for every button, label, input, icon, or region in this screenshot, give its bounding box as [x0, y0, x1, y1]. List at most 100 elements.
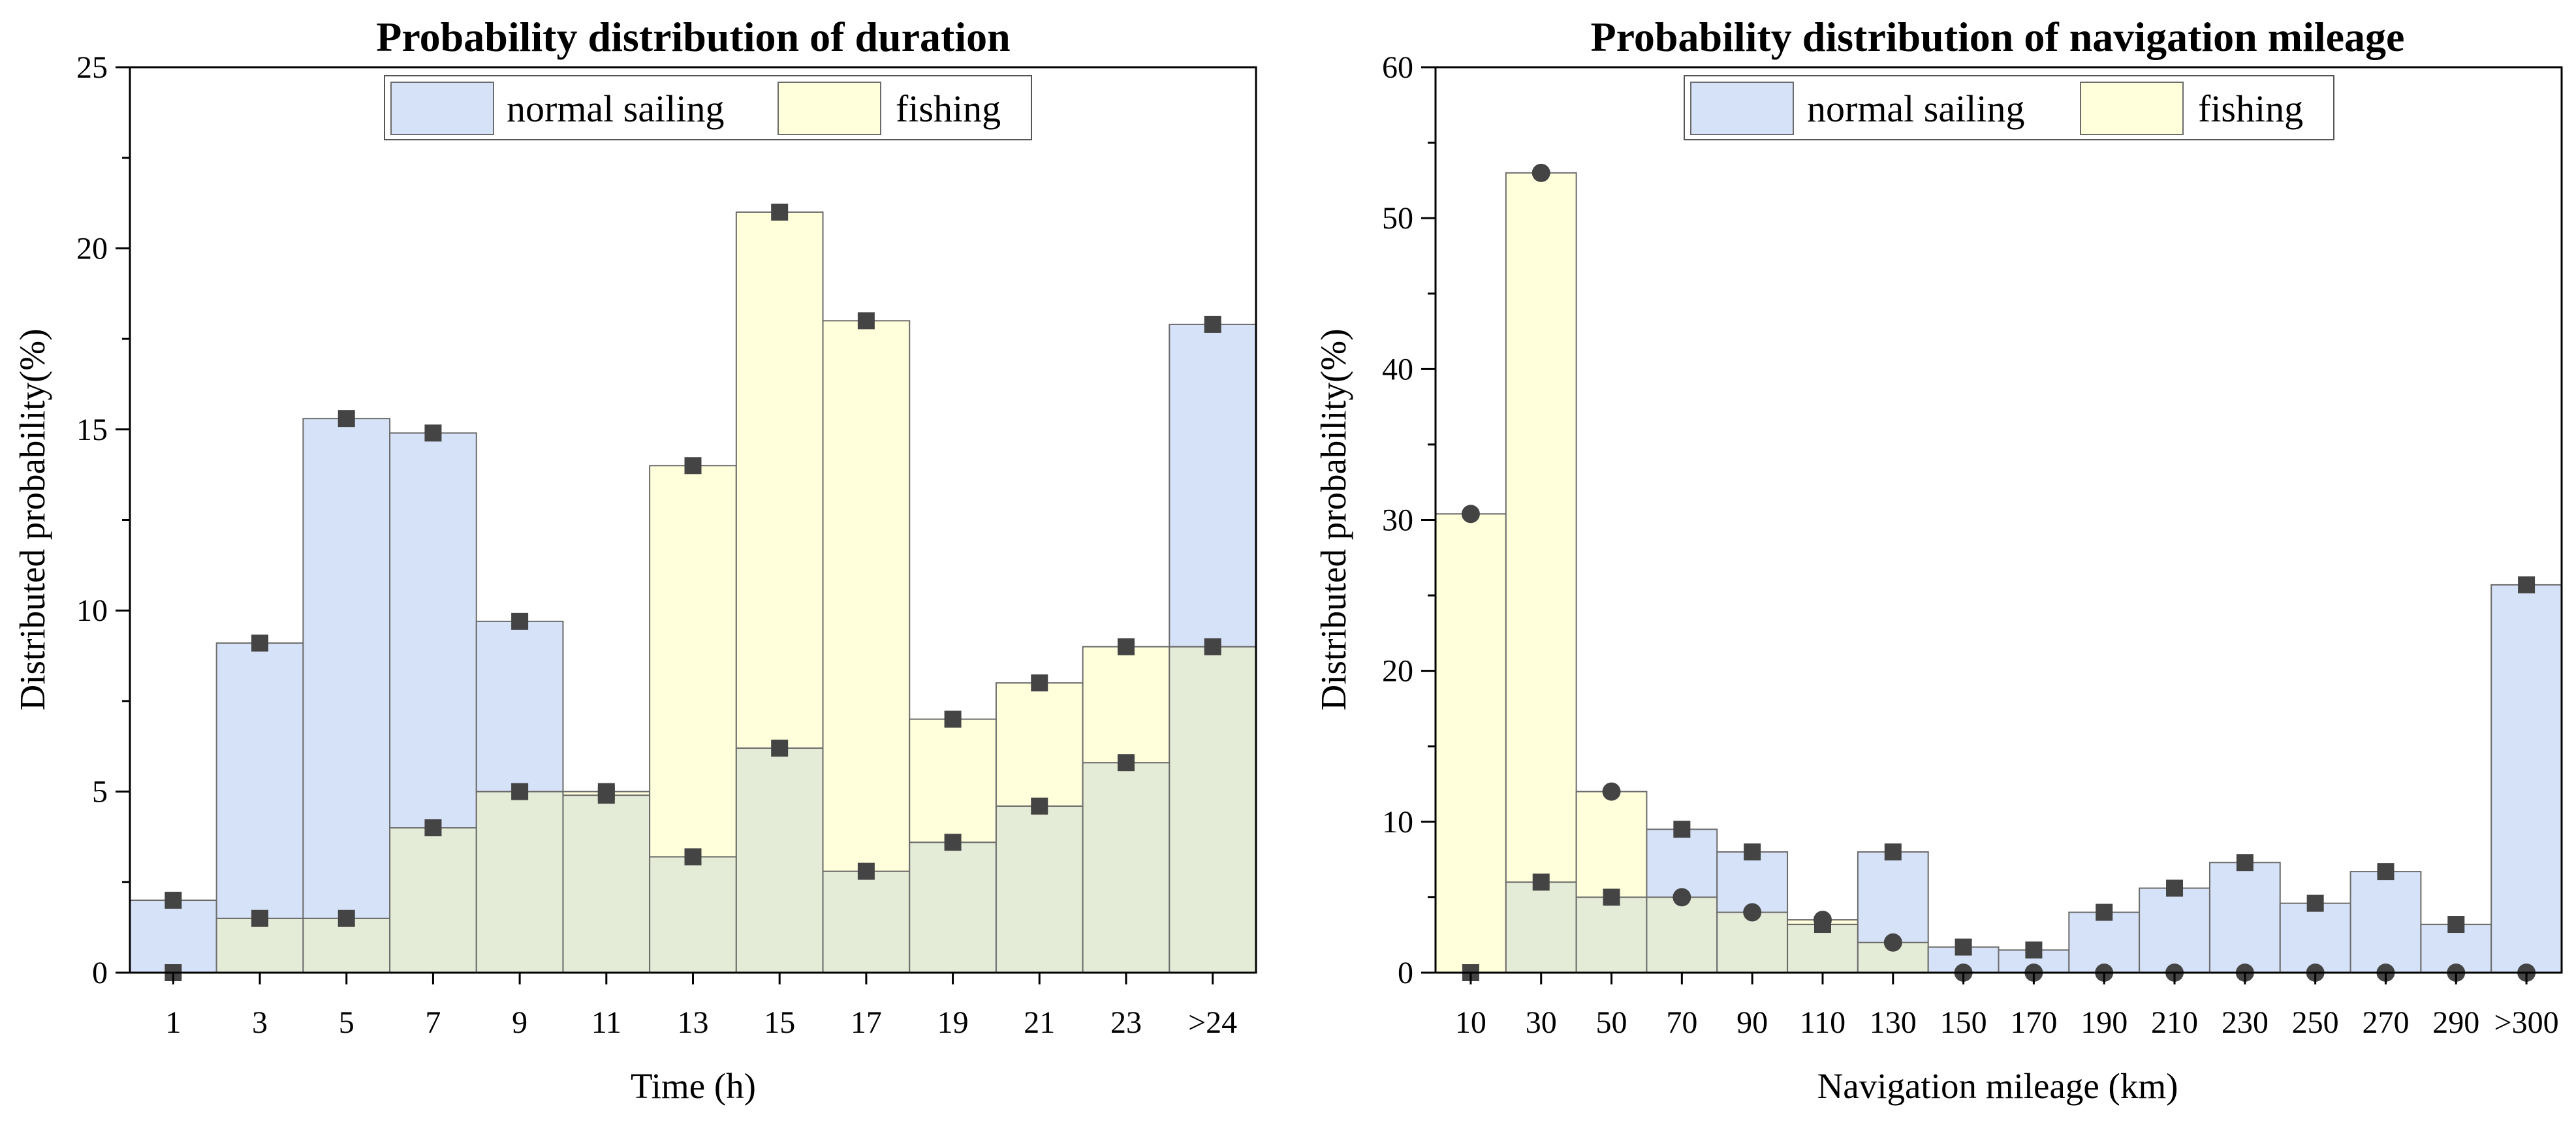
- duration-legend-swatch-normal-sailing: [390, 82, 494, 135]
- duration-marker-fishing-11: [1117, 638, 1135, 655]
- duration-bar-normal-sailing-12: [1169, 323, 1257, 648]
- mileage-marker-normal-sailing-4: [1744, 843, 1761, 861]
- duration-marker-fishing-12: [1204, 638, 1221, 655]
- mileage-legend-label-normal-sailing: normal sailing: [1807, 87, 2024, 130]
- mileage-bar-normal-sailing-11: [2208, 862, 2281, 973]
- duration-marker-normal-sailing-9: [944, 834, 962, 851]
- duration-bar-fishing-10: [995, 682, 1084, 807]
- mileage-x-tick-label-8: 170: [2010, 1005, 2057, 1040]
- duration-x-tick-label-5: 11: [591, 1005, 621, 1040]
- duration-x-tick-label-1: 3: [252, 1005, 268, 1040]
- duration-x-tick-label-11: 23: [1110, 1005, 1142, 1040]
- mileage-marker-fishing-1: [1531, 163, 1550, 182]
- duration-y-tick-label-4: 20: [76, 231, 108, 266]
- mileage-bar-fishing-1: [1505, 172, 1577, 883]
- mileage-y-tick-label-6: 60: [1382, 50, 1413, 85]
- mileage-marker-fishing-4: [1743, 903, 1762, 922]
- duration-x-axis: 1 3 5 7 9 11 13 15 17 19 21 23 >24: [165, 973, 1237, 1040]
- duration-bar-overlap-1: [215, 917, 304, 974]
- duration-bar-fishing-11: [1082, 646, 1170, 764]
- mileage-marker-normal-sailing-11: [2236, 854, 2254, 871]
- mileage-bar-normal-sailing-12: [2279, 902, 2351, 973]
- duration-bar-normal-sailing-0: [129, 900, 217, 974]
- mileage-y-axis: 0 10 20 30 40 50 60: [1382, 50, 1436, 990]
- duration-legend-swatch-fishing: [778, 82, 881, 135]
- mileage-x-tick-label-6: 130: [1870, 1005, 1917, 1040]
- duration-x-tick-label-7: 15: [764, 1005, 795, 1040]
- mileage-x-tick-label-10: 210: [2151, 1005, 2198, 1040]
- mileage-marker-normal-sailing-13: [2377, 863, 2395, 881]
- duration-y-tick-label-5: 25: [76, 50, 108, 85]
- duration-marker-normal-sailing-7: [771, 740, 789, 757]
- mileage-bar-normal-sailing-4: [1716, 851, 1789, 913]
- duration-bar-fishing-7: [735, 211, 824, 749]
- duration-bar-overlap-9: [909, 841, 997, 973]
- mileage-marker-normal-sailing-7: [1955, 938, 1972, 956]
- mileage-marker-normal-sailing-9: [2096, 903, 2113, 921]
- duration-marker-normal-sailing-11: [1117, 754, 1135, 772]
- mileage-legend-swatch-normal-sailing: [1690, 82, 1794, 135]
- mileage-y-tick-label-0: 0: [1398, 956, 1413, 990]
- duration-marker-fishing-5: [597, 783, 615, 800]
- mileage-marker-normal-sailing-15: [2518, 576, 2536, 593]
- mileage-x-tick-label-0: 10: [1455, 1005, 1486, 1040]
- duration-marker-fishing-8: [857, 312, 875, 330]
- mileage-x-axis: 10 30 50 70 90 110 130 150 170 190 210 230 250 270 290…: [1455, 973, 2559, 1040]
- mileage-x-tick-label-4: 90: [1736, 1005, 1768, 1040]
- duration-y-tick-label-3: 15: [76, 413, 108, 447]
- mileage-marker-fishing-5: [1813, 911, 1832, 930]
- mileage-bar-normal-sailing-9: [2068, 911, 2141, 973]
- mileage-bar-normal-sailing-10: [2139, 887, 2210, 973]
- mileage-bar-normal-sailing-15: [2490, 584, 2562, 973]
- duration-bar-overlap-5: [562, 794, 651, 973]
- duration-marker-normal-sailing-10: [1031, 797, 1048, 815]
- duration-x-tick-label-3: 7: [425, 1005, 441, 1040]
- duration-bar-fishing-9: [909, 718, 997, 843]
- mileage-x-axis-label: Navigation mileage (km): [1817, 1066, 2178, 1106]
- duration-legend-label-normal-sailing: normal sailing: [507, 87, 724, 130]
- mileage-x-tick-label-14: 290: [2432, 1005, 2479, 1040]
- duration-bar-fishing-6: [649, 465, 737, 858]
- mileage-legend-swatch-fishing: [2080, 82, 2184, 135]
- duration-y-axis: 0 5 10 15 20 25: [76, 50, 130, 990]
- duration-x-tick-label-4: 9: [512, 1005, 527, 1040]
- duration-marker-normal-sailing-6: [684, 848, 702, 866]
- duration-bar-overlap-4: [475, 791, 564, 973]
- mileage-x-tick-label-9: 190: [2081, 1005, 2128, 1040]
- mileage-bar-overlap-2: [1575, 896, 1648, 973]
- mileage-marker-normal-sailing-14: [2447, 916, 2465, 934]
- mileage-x-tick-label-11: 230: [2222, 1005, 2269, 1040]
- duration-y-tick-label-0: 0: [92, 956, 108, 990]
- mileage-bar-normal-sailing-13: [2349, 871, 2422, 973]
- duration-marker-normal-sailing-4: [511, 612, 529, 630]
- duration-markers: [165, 203, 1221, 981]
- mileage-marker-normal-sailing-1: [1532, 873, 1550, 891]
- mileage-marker-normal-sailing-8: [2025, 941, 2043, 959]
- duration-bar-fishing-8: [822, 320, 911, 872]
- mileage-marker-normal-sailing-2: [1603, 888, 1620, 906]
- duration-x-tick-label-6: 13: [678, 1005, 709, 1040]
- mileage-marker-normal-sailing-10: [2166, 879, 2184, 897]
- mileage-bar-fishing-2: [1575, 791, 1648, 898]
- mileage-legend-label-fishing: fishing: [2198, 87, 2303, 130]
- duration-marker-fishing-7: [771, 203, 789, 221]
- mileage-x-tick-label-5: 110: [1800, 1005, 1846, 1040]
- duration-bar-normal-sailing-4: [475, 620, 564, 793]
- mileage-marker-fishing-0: [1461, 505, 1480, 524]
- duration-x-axis-label: Time (h): [631, 1066, 756, 1106]
- duration-y-axis-label: Distributed probability(%): [12, 328, 52, 710]
- duration-legend: normal sailing fishing: [384, 75, 1032, 140]
- mileage-bars: [1435, 172, 2562, 974]
- duration-marker-normal-sailing-12: [1204, 315, 1221, 333]
- mileage-y-axis-label: Distributed probability(%): [1313, 328, 1353, 710]
- mileage-y-tick-label-2: 20: [1382, 654, 1413, 689]
- mileage-chart-title: Probability distribution of navigation m…: [1591, 14, 2405, 60]
- duration-marker-normal-sailing-2: [338, 410, 355, 428]
- duration-bar-overlap-10: [995, 805, 1084, 973]
- duration-marker-normal-sailing-0: [165, 892, 182, 909]
- mileage-bar-fishing-0: [1435, 513, 1507, 973]
- mileage-marker-normal-sailing-12: [2306, 894, 2324, 912]
- duration-marker-normal-sailing-3: [424, 424, 442, 442]
